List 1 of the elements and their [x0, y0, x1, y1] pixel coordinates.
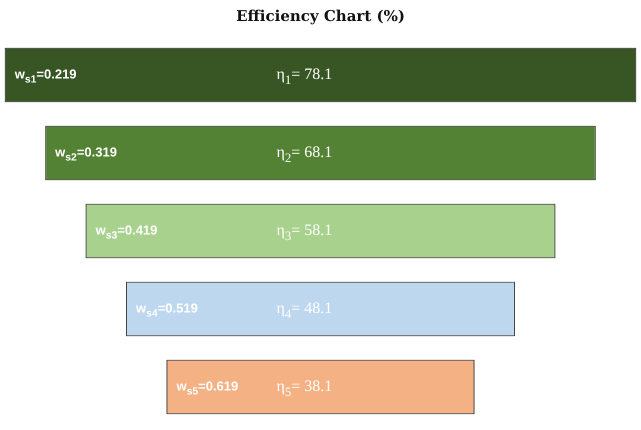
text: Efficiency Chart (%)	[236, 6, 405, 25]
